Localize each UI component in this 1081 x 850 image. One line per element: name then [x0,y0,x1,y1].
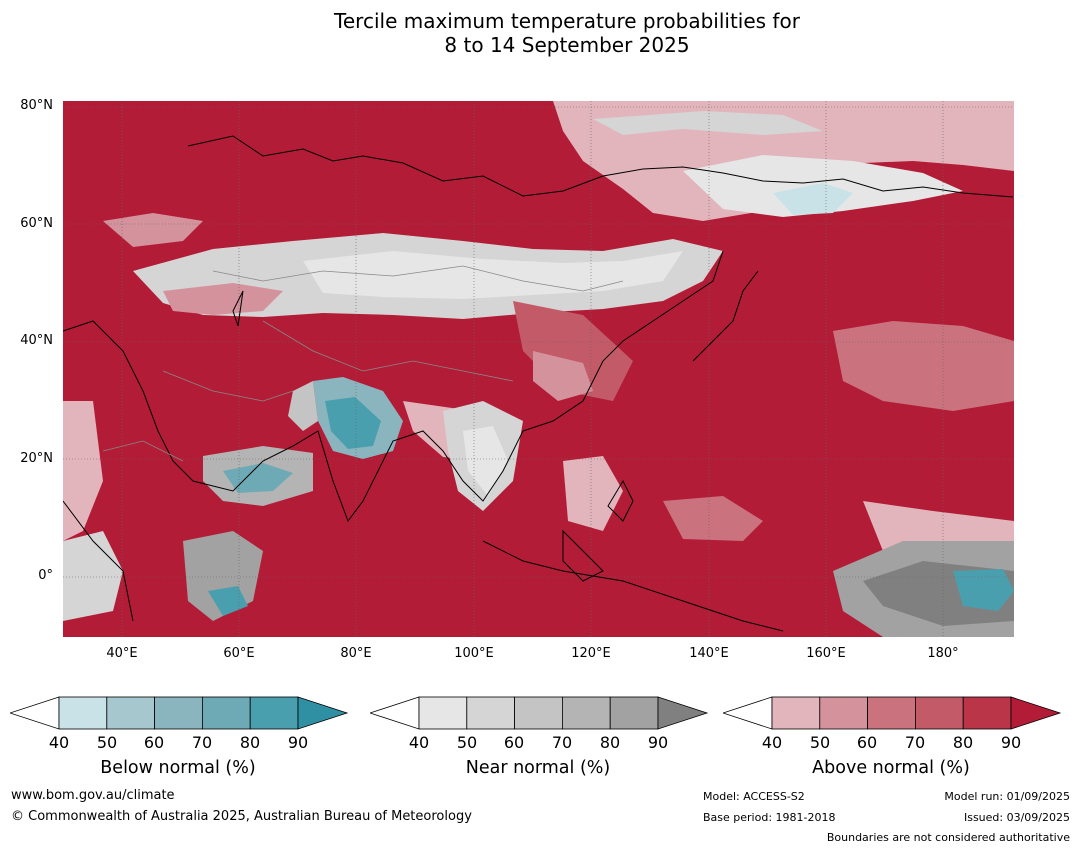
china-above-normal [513,301,633,401]
map-title-line1: Tercile maximum temperature probabilitie… [334,9,800,33]
above-tick: 90 [1000,733,1022,752]
lat-label-equator: 0° [38,568,53,583]
above-under-triangle [721,696,773,730]
below-segment [106,696,156,730]
near-tick: 70 [551,733,573,752]
east-africa-near-normal [63,531,123,621]
near-tick: 50 [456,733,478,752]
europe-above-normal [103,213,203,247]
map-svg [63,101,1014,637]
below-normal-label: Below normal (%) [100,758,256,778]
above-tick: 50 [809,733,831,752]
probability-map [63,101,1014,637]
below-tick: 80 [239,733,261,752]
near-segment [561,696,611,730]
africa-light [63,401,103,541]
lat-label-80n: 80°N [20,98,53,113]
below-tick: 60 [143,733,165,752]
above-segment [771,696,821,730]
north-pacific-above-normal [833,321,1014,411]
lat-label-40n: 40°N [20,333,53,348]
near-tick: 60 [503,733,525,752]
base-period-text: Base period: 1981-2018 [703,811,836,824]
lon-label-160e: 160°E [806,646,846,661]
lon-label-140e: 140°E [689,646,729,661]
lon-label-120e: 120°E [571,646,611,661]
near-tick: 80 [599,733,621,752]
caspian-above-normal [163,283,283,315]
above-tick: 40 [761,733,783,752]
near-under-triangle [368,696,420,730]
pakistan-near-normal [288,381,318,431]
above-segment [914,696,964,730]
model-run-text: Model run: 01/09/2025 [944,790,1070,803]
map-title-line2: 8 to 14 September 2025 [444,33,690,57]
near-segment [418,696,468,730]
lon-label-180: 180° [927,646,959,661]
above-over-triangle [1010,696,1062,730]
india-below-normal-core [325,397,381,449]
above-segment [867,696,916,730]
above-normal-colorbar-svg [721,696,1062,730]
lat-label-20n: 20°N [20,451,53,466]
arabian-sea-below-normal [223,463,293,493]
below-segment [58,696,108,730]
below-tick: 50 [96,733,118,752]
below-over-triangle [297,696,349,730]
above-segment [962,696,1012,730]
above-normal-label: Above normal (%) [812,758,970,778]
near-tick: 40 [408,733,430,752]
below-tick: 90 [287,733,309,752]
model-text: Model: ACCESS-S2 [703,790,805,803]
copyright-text: © Commonwealth of Australia 2025, Austra… [11,809,472,824]
above-tick: 70 [904,733,926,752]
near-normal-colorbar-svg [368,696,709,730]
siberia-below-normal [773,183,853,215]
above-tick: 80 [952,733,974,752]
lon-label-40e: 40°E [106,646,138,661]
philippine-sea-light [563,456,623,531]
near-tick: 90 [647,733,669,752]
below-segment [154,696,203,730]
near-segment [514,696,563,730]
above-segment [819,696,869,730]
near-normal-label: Near normal (%) [465,758,611,778]
china-light [533,351,593,401]
near-normal-colorbar [368,694,710,740]
coastlines [63,135,1014,632]
near-over-triangle [657,696,709,730]
below-segment [249,696,299,730]
above-tick: 60 [856,733,878,752]
below-tick: 70 [191,733,213,752]
near-segment [466,696,516,730]
west-pacific-above-normal [663,496,763,541]
graticule [63,101,1014,637]
central-asia-near-normal-inner [303,251,683,299]
lon-label-80e: 80°E [340,646,372,661]
country-boundaries [102,265,624,462]
website-link[interactable]: www.bom.gov.au/climate [11,788,175,803]
near-segment [609,696,659,730]
west-indian-ocean-below-normal [208,586,248,616]
below-tick: 40 [48,733,70,752]
south-pacific-below-normal [953,569,1014,611]
issued-text: Issued: 03/09/2025 [963,811,1070,824]
below-under-triangle [8,696,60,730]
lat-label-60n: 60°N [20,216,53,231]
lon-label-60e: 60°E [223,646,255,661]
below-normal-colorbar-svg [8,696,349,730]
below-segment [201,696,251,730]
disclaimer-text: Boundaries are not considered authoritat… [826,831,1070,844]
below-normal-colorbar [8,694,350,740]
arctic-grey-band [593,111,823,135]
above-normal-colorbar [721,694,1063,740]
map-title: Tercile maximum temperature probabilitie… [0,9,1081,57]
lon-label-100e: 100°E [454,646,494,661]
